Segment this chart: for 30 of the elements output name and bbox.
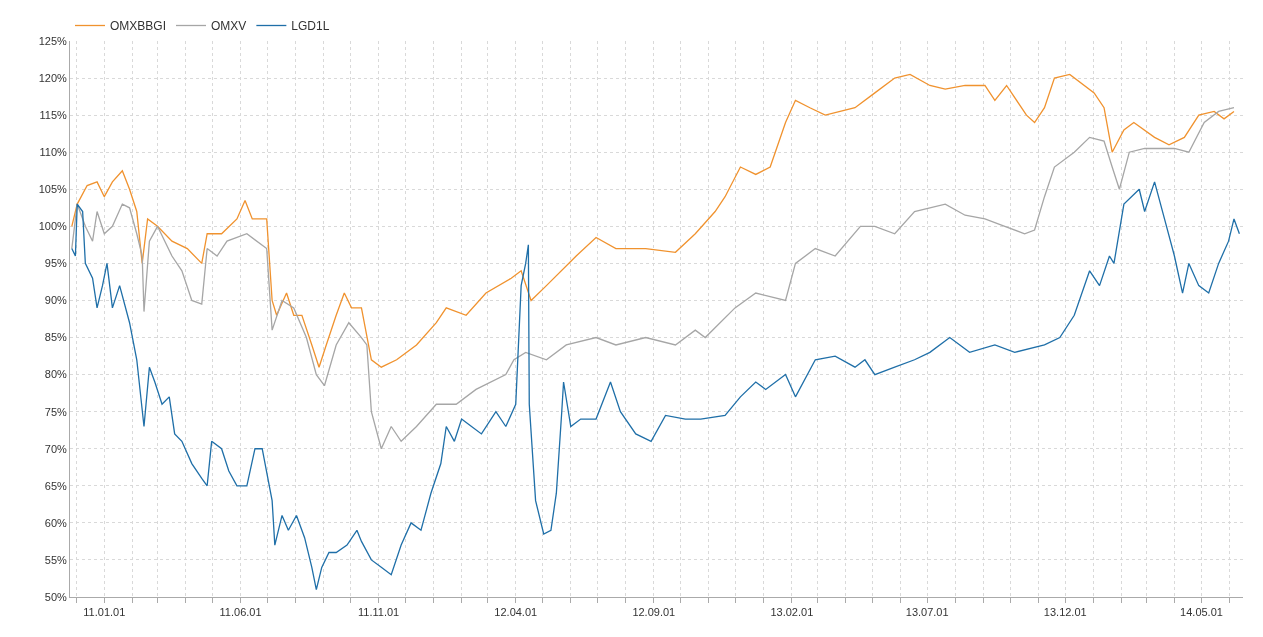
legend-label: OMXV <box>211 19 247 34</box>
y-tick-label: 110% <box>39 146 68 159</box>
x-tick-label: 13.02.01 <box>770 606 814 619</box>
y-tick-label: 70% <box>44 442 67 455</box>
x-tick-label: 12.09.01 <box>632 606 676 619</box>
y-tick-label: 55% <box>44 553 67 566</box>
y-tick-label: 95% <box>44 257 67 270</box>
y-tick-label: 90% <box>44 294 67 307</box>
line-series <box>71 73 1235 368</box>
x-tick-label: 11.11.01 <box>358 606 400 619</box>
legend-label: OMXBBGI <box>110 19 167 34</box>
x-tick-label: 14.05.01 <box>1180 606 1223 619</box>
x-tick-label: 12.04.01 <box>494 606 538 619</box>
y-tick-label: 60% <box>44 516 67 529</box>
y-tick-label: 75% <box>44 405 67 418</box>
y-tick-label: 85% <box>44 331 67 344</box>
x-tick-label: 13.12.01 <box>1043 606 1087 619</box>
x-tick-label: 11.01.01 <box>83 606 126 619</box>
y-tick-label: 50% <box>44 590 67 603</box>
y-tick-label: 80% <box>44 368 67 381</box>
y-tick-label: 115% <box>39 108 68 121</box>
line-series <box>71 181 1241 591</box>
y-tick-label: 125% <box>38 34 68 47</box>
legend-label: LGD1L <box>291 19 330 34</box>
y-tick-label: 105% <box>38 183 68 196</box>
x-tick-label: 13.07.01 <box>905 606 949 619</box>
x-tick-label: 11.06.01 <box>219 606 262 619</box>
y-tick-label: 65% <box>44 479 67 492</box>
y-tick-label: 100% <box>38 220 68 233</box>
y-tick-label: 120% <box>38 71 68 84</box>
